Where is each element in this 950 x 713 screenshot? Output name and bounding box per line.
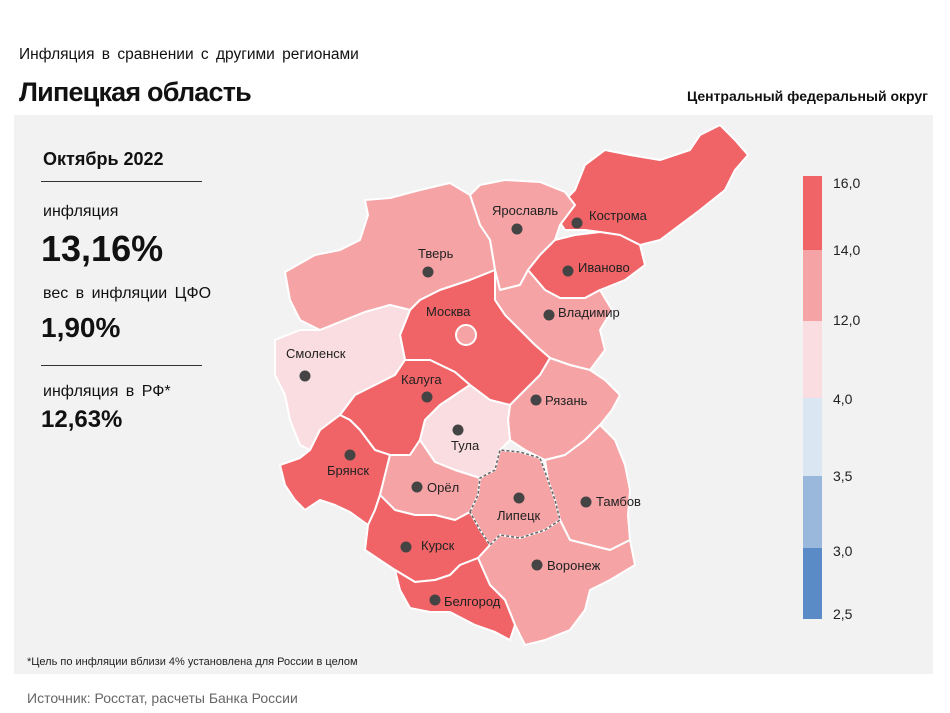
weight-value: 1,90%: [41, 312, 121, 343]
district-label: Центральный федеральный округ: [686, 88, 928, 104]
city-marker-ryazan: [530, 394, 542, 406]
period-label: Октябрь 2022: [43, 149, 164, 169]
lipetsk-outline: [469, 449, 561, 547]
city-label-bryansk: Брянск: [327, 463, 369, 478]
city-marker-vladimir: [543, 309, 555, 321]
legend-tick-4: 3,5: [833, 468, 853, 484]
city-label-yaroslavl: Ярославль: [492, 203, 558, 218]
page-subtitle: Инфляция в сравнении с другими регионами: [19, 46, 359, 63]
city-label-ivanovo: Иваново: [578, 260, 630, 275]
city-marker-tula: [452, 424, 464, 436]
region-belgorod: [394, 557, 516, 641]
city-label-kursk: Курск: [421, 538, 455, 553]
legend-band-1: [803, 250, 822, 321]
city-marker-bryansk: [344, 449, 356, 461]
city-marker-tver: [422, 266, 434, 278]
legend-tick-1: 14,0: [833, 242, 860, 258]
legend-band-5: [803, 548, 822, 619]
legend-tick-0: 16,0: [833, 175, 860, 191]
city-label-belgorod: Белгород: [444, 594, 501, 609]
city-marker-moscow: [455, 324, 477, 346]
legend-tick-3: 4,0: [833, 391, 853, 407]
city-label-lipetsk: Липецк: [497, 508, 541, 523]
city-label-smolensk: Смоленск: [286, 346, 346, 361]
city-marker-smolensk: [299, 370, 311, 382]
city-marker-lipetsk: [513, 492, 525, 504]
inflation-label: инфляция: [43, 203, 119, 220]
city-label-tver: Тверь: [418, 246, 454, 261]
source-note: Источник: Росстат, расчеты Банка России: [27, 690, 298, 706]
city-marker-belgorod: [429, 594, 441, 606]
legend-tick-5: 3,0: [833, 543, 853, 559]
inflation-value: 13,16%: [41, 228, 164, 269]
city-marker-kaluga: [421, 391, 433, 403]
weight-label: вес в инфляции ЦФО: [43, 285, 212, 302]
city-marker-kursk: [400, 541, 412, 553]
region-kostroma: [554, 124, 749, 246]
city-label-tambov: Тамбов: [596, 494, 641, 509]
divider-bottom: [41, 365, 202, 366]
city-label-voronezh: Воронеж: [547, 558, 601, 573]
city-label-vladimir: Владимир: [558, 305, 620, 320]
city-marker-yaroslavl: [511, 223, 523, 235]
legend-tick-2: 12,0: [833, 312, 860, 328]
city-marker-orel: [411, 481, 423, 493]
city-label-kaluga: Калуга: [401, 372, 442, 387]
city-marker-tambov: [580, 496, 592, 508]
city-label-kostroma: Кострома: [589, 208, 648, 223]
legend-tick-6: 2,5: [833, 606, 853, 622]
city-marker-voronezh: [531, 559, 543, 571]
city-label-orel: Орёл: [427, 480, 459, 495]
city-marker-kostroma: [571, 217, 583, 229]
page-title: Липецкая область: [19, 77, 252, 107]
city-label-tula: Тула: [451, 438, 480, 453]
region-ryazan: [507, 357, 621, 461]
rf-inflation-label: инфляция в РФ*: [43, 383, 171, 400]
legend-band-4: [803, 476, 822, 548]
color-legend: 16,0 14,0 12,0 4,0 3,5 3,0 2,5: [803, 175, 860, 622]
legend-band-3: [803, 398, 822, 476]
legend-band-2: [803, 321, 822, 398]
legend-band-0: [803, 176, 822, 250]
divider-top: [41, 181, 202, 182]
rf-inflation-value: 12,63%: [41, 406, 123, 433]
city-marker-ivanovo: [562, 265, 574, 277]
footnote: *Цель по инфляции вблизи 4% установлена …: [27, 656, 358, 668]
city-label-ryazan: Рязань: [545, 393, 588, 408]
city-label-moscow: Москва: [426, 304, 471, 319]
